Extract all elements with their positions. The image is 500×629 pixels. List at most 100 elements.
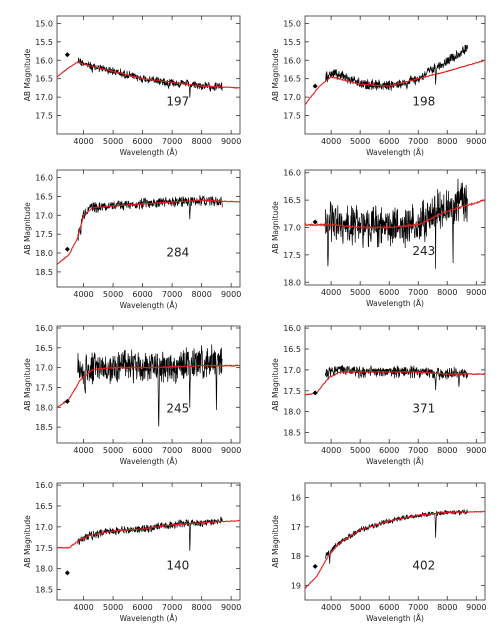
y-tick-label: 16.5 bbox=[35, 192, 53, 201]
spectrum-panel-198: 4000 5000 6000 7000 8000 9000 15.0 15.5 16.0 16.5… bbox=[271, 15, 486, 157]
x-tick-label: 9000 bbox=[221, 290, 241, 299]
x-tick-label: 6000 bbox=[132, 446, 152, 455]
spectrum-panel-402: 4000 5000 6000 7000 8000 9000 16 17 18 19 Waveleng… bbox=[271, 482, 486, 623]
photometry-point bbox=[64, 246, 70, 252]
observed-spectrum-line bbox=[77, 195, 223, 241]
x-tick-label: 5000 bbox=[103, 603, 123, 612]
x-tick-label: 4000 bbox=[321, 288, 341, 297]
observed-spectrum-line bbox=[324, 508, 468, 564]
y-tick-label: 17.5 bbox=[283, 251, 301, 260]
plot-frame bbox=[56, 169, 241, 288]
object-id-label: 198 bbox=[412, 95, 435, 109]
y-tick-label: 17.0 bbox=[35, 211, 53, 220]
spectrum-panel-284: 4000 5000 6000 7000 8000 9000 16.0 16.5 17.0 17.5… bbox=[23, 169, 241, 310]
x-tick-label: 4000 bbox=[73, 603, 93, 612]
y-tick-label: 16.0 bbox=[283, 324, 301, 333]
model-spectrum-line bbox=[57, 199, 240, 265]
y-tick-label: 17.0 bbox=[35, 93, 53, 102]
x-tick-label: 6000 bbox=[132, 137, 152, 146]
x-tick-label: 9000 bbox=[221, 137, 241, 146]
y-tick-label: 16.5 bbox=[283, 196, 301, 205]
y-tick-label: 18.5 bbox=[283, 429, 301, 438]
x-axis-label: Wavelength (Å) bbox=[120, 301, 178, 310]
model-spectrum-line bbox=[57, 61, 240, 89]
x-tick-label: 5000 bbox=[103, 137, 123, 146]
x-tick-label: 7000 bbox=[162, 290, 182, 299]
x-tick-label: 5000 bbox=[350, 603, 370, 612]
object-id-label: 140 bbox=[166, 559, 189, 573]
object-id-label: 284 bbox=[166, 246, 189, 260]
x-tick-label: 7000 bbox=[408, 288, 428, 297]
x-tick-label: 8000 bbox=[191, 137, 211, 146]
observed-spectrum-line bbox=[77, 57, 223, 98]
y-tick-label: 17.5 bbox=[283, 112, 301, 121]
photometry-point bbox=[64, 570, 70, 576]
x-axis-label: Wavelength (Å) bbox=[120, 148, 178, 157]
x-tick-label: 5000 bbox=[103, 290, 123, 299]
x-tick-label: 8000 bbox=[437, 603, 457, 612]
y-axis-label: AB Magnitude bbox=[23, 48, 32, 101]
x-tick-label: 4000 bbox=[73, 137, 93, 146]
x-tick-label: 6000 bbox=[132, 603, 152, 612]
model-spectrum-line bbox=[305, 370, 485, 396]
x-axis-label: Wavelength (Å) bbox=[120, 614, 178, 623]
y-tick-label: 17.5 bbox=[35, 544, 53, 553]
y-tick-label: 15.0 bbox=[283, 19, 301, 28]
photometry-point bbox=[312, 390, 318, 396]
y-tick-label: 18.0 bbox=[35, 565, 53, 574]
x-tick-label: 9000 bbox=[466, 288, 486, 297]
x-tick-label: 6000 bbox=[132, 290, 152, 299]
object-id-label: 197 bbox=[166, 95, 189, 109]
model-spectrum-line bbox=[57, 364, 240, 409]
x-tick-label: 5000 bbox=[350, 446, 370, 455]
y-tick-label: 16.0 bbox=[35, 56, 53, 65]
spectrum-panel-197: 4000 5000 6000 7000 8000 9000 15.0 15.5 16.0 16.5… bbox=[23, 15, 241, 157]
x-tick-label: 5000 bbox=[350, 288, 370, 297]
model-spectrum-line bbox=[305, 510, 485, 589]
y-tick-label: 19 bbox=[291, 581, 301, 590]
x-tick-label: 6000 bbox=[379, 288, 399, 297]
object-id-label: 245 bbox=[166, 402, 189, 416]
y-tick-label: 17.5 bbox=[35, 112, 53, 121]
spectrum-panel-371: 4000 5000 6000 7000 8000 9000 16.0 16.5 17.0 17.5… bbox=[271, 324, 486, 466]
y-tick-label: 16.0 bbox=[35, 324, 53, 333]
y-tick-label: 18.0 bbox=[283, 278, 301, 287]
y-tick-label: 16.5 bbox=[35, 502, 53, 511]
plot-frame bbox=[56, 325, 241, 444]
y-tick-label: 18 bbox=[291, 552, 301, 561]
x-tick-label: 4000 bbox=[321, 603, 341, 612]
plot-frame bbox=[304, 15, 486, 135]
x-tick-label: 9000 bbox=[221, 446, 241, 455]
y-tick-label: 16.5 bbox=[35, 75, 53, 84]
y-tick-label: 17.5 bbox=[35, 230, 53, 239]
observed-spectrum-line bbox=[77, 344, 223, 427]
x-tick-label: 4000 bbox=[73, 290, 93, 299]
y-axis-label: AB Magnitude bbox=[271, 48, 280, 101]
observed-spectrum-line bbox=[324, 365, 468, 391]
x-tick-label: 8000 bbox=[437, 137, 457, 146]
x-axis-label: Wavelength (Å) bbox=[366, 457, 424, 466]
x-tick-label: 8000 bbox=[191, 603, 211, 612]
y-tick-label: 18.0 bbox=[35, 403, 53, 412]
x-tick-label: 8000 bbox=[437, 446, 457, 455]
model-spectrum-line bbox=[57, 519, 240, 549]
x-tick-label: 7000 bbox=[408, 446, 428, 455]
x-tick-label: 5000 bbox=[103, 446, 123, 455]
y-tick-label: 16.0 bbox=[35, 174, 53, 183]
object-id-label: 243 bbox=[412, 244, 435, 258]
x-tick-label: 7000 bbox=[162, 603, 182, 612]
y-tick-label: 16.5 bbox=[283, 345, 301, 354]
x-tick-label: 9000 bbox=[466, 137, 486, 146]
x-tick-label: 7000 bbox=[162, 446, 182, 455]
y-axis-label: AB Magnitude bbox=[23, 358, 32, 411]
y-axis-label: AB Magnitude bbox=[23, 202, 32, 255]
y-tick-label: 16.5 bbox=[35, 344, 53, 353]
y-tick-label: 16.0 bbox=[283, 56, 301, 65]
y-tick-label: 16 bbox=[291, 494, 301, 503]
model-spectrum-line bbox=[305, 59, 485, 105]
y-tick-label: 17.5 bbox=[283, 387, 301, 396]
y-tick-label: 15.5 bbox=[283, 38, 301, 47]
y-axis-label: AB Magnitude bbox=[271, 201, 280, 254]
x-tick-label: 9000 bbox=[221, 603, 241, 612]
photometry-point bbox=[64, 398, 70, 404]
